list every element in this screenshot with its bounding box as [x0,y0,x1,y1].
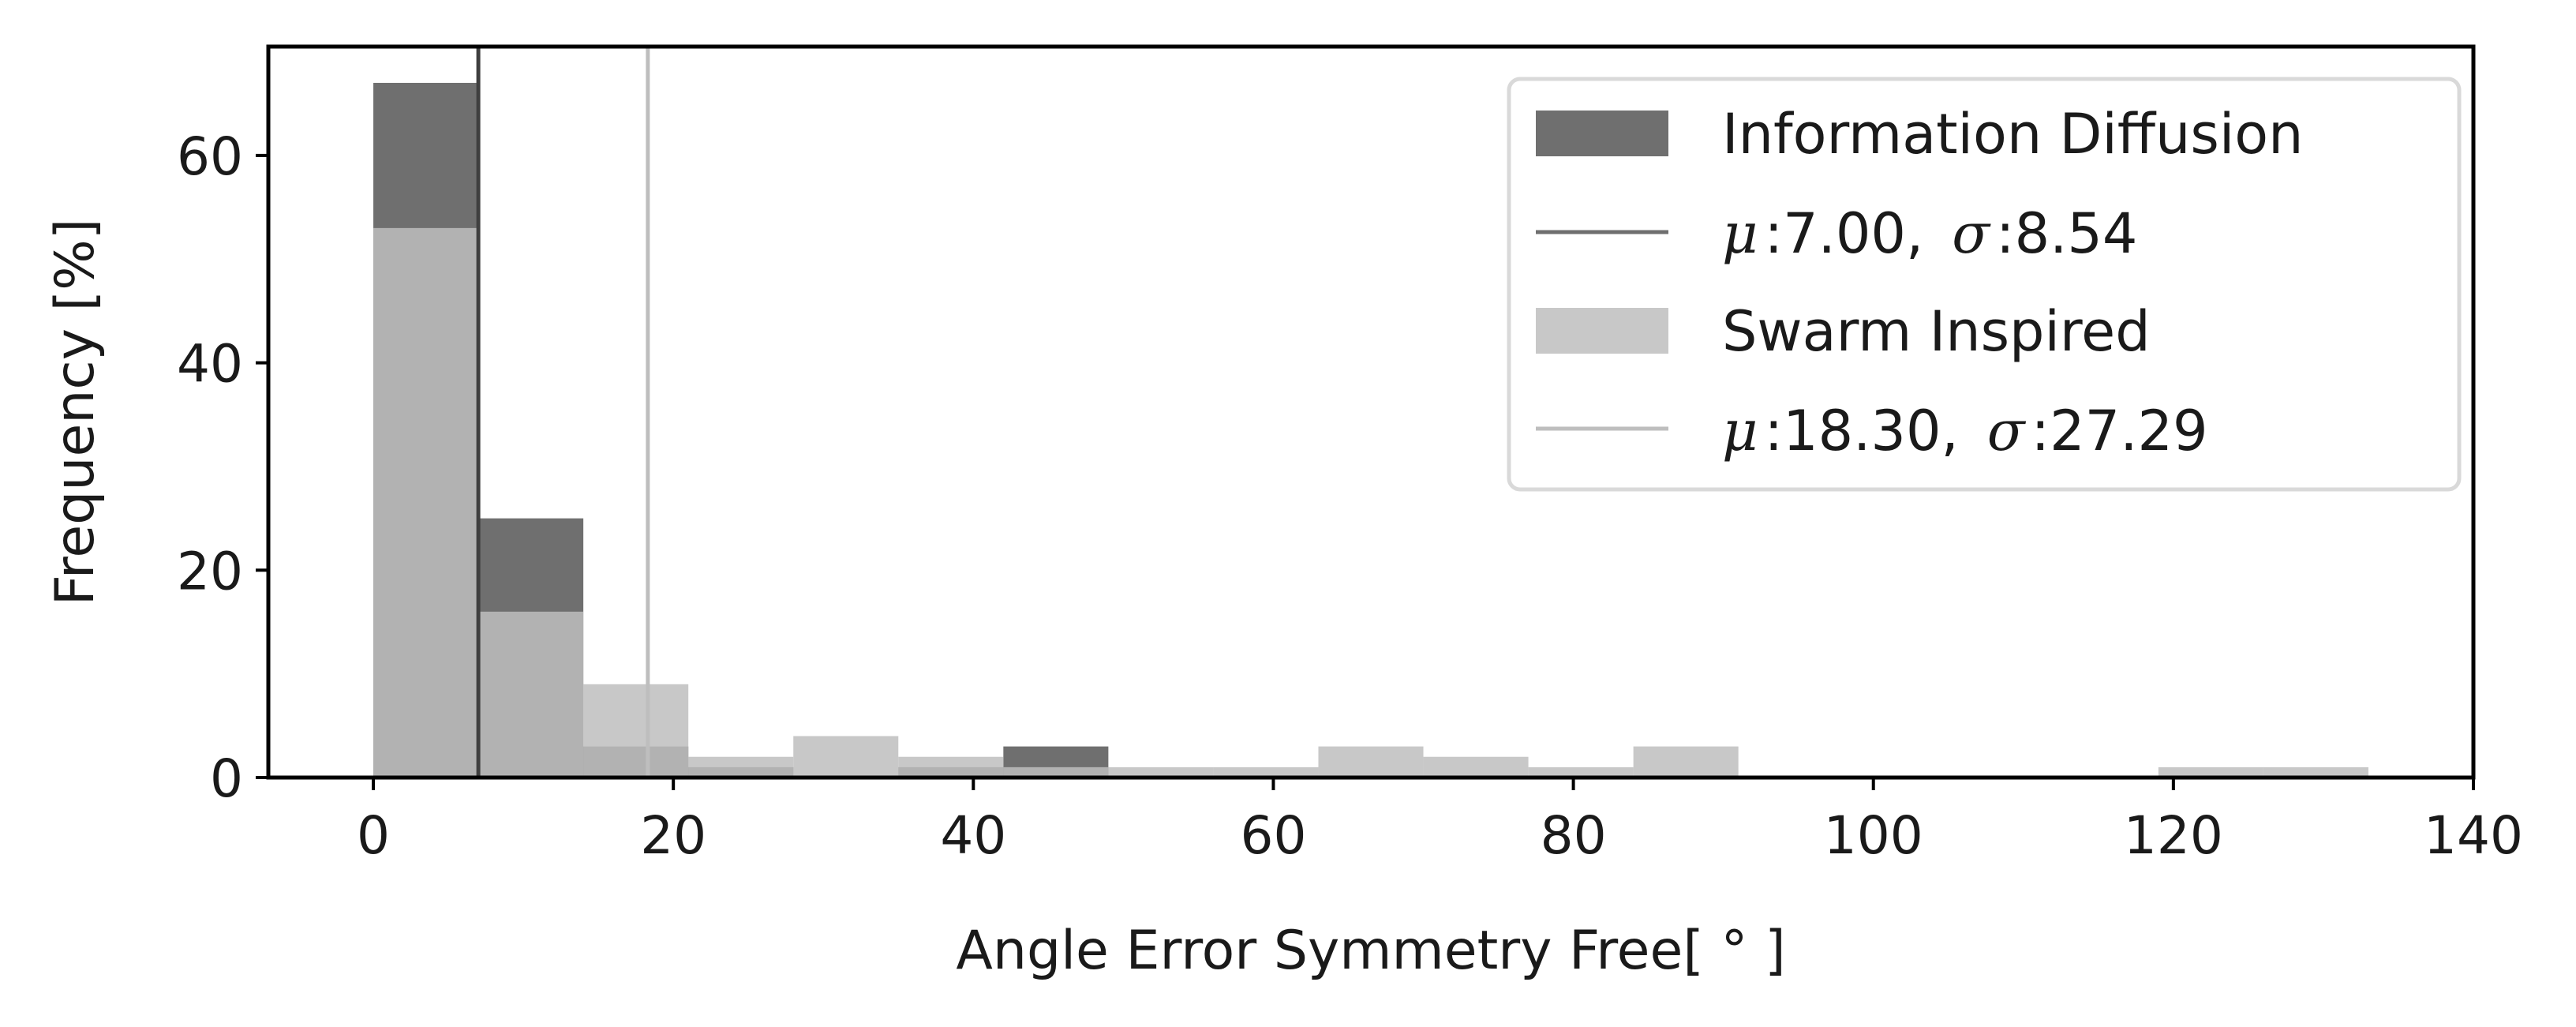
bars-layer [373,82,2368,778]
x-tick-label-40: 40 [940,805,1006,866]
legend-label-swarm-inspired-stats: μ:18.30, σ:27.29 [1722,399,2208,463]
x-tick-label-100: 100 [1824,805,1923,866]
y-axis-label: Frequency [%] [44,219,107,606]
legend-label-information-diffusion: Information Diffusion [1722,102,2304,167]
bar-swarm-inspired-126 [2263,767,2368,778]
x-tick-label-0: 0 [357,805,390,866]
y-tick-label-40: 40 [177,334,243,395]
bar-swarm-inspired-49 [1108,767,1214,778]
bar-swarm-inspired-119 [2158,767,2263,778]
x-tick-label-120: 120 [2124,805,2223,866]
plot-frame [266,44,2476,780]
mean-lines-layer [476,47,650,778]
y-tick-label-20: 20 [177,541,243,602]
y-tick-label-0: 0 [210,748,243,809]
legend-label-information-diffusion-stats: μ:7.00, σ:8.54 [1722,201,2137,266]
y-tick-label-60: 60 [177,126,243,187]
bar-swarm-inspired-56 [1213,767,1319,778]
x-tick-label-60: 60 [1240,805,1306,866]
bar-swarm-inspired-7 [478,611,584,778]
x-axis-ticks: 0 20 40 60 80 100 120 140 [357,778,2523,866]
bar-swarm-inspired-84 [1633,746,1739,778]
legend-box [1507,77,2462,492]
x-tick-label-80: 80 [1541,805,1607,866]
y-axis-ticks: 0 20 40 60 [177,126,268,809]
bar-swarm-inspired-70 [1423,756,1529,778]
legend-label-swarm-inspired: Swarm Inspired [1722,299,2151,364]
bar-swarm-inspired-63 [1318,746,1424,778]
bar-swarm-inspired-0 [373,227,479,778]
bar-swarm-inspired-42 [1003,767,1109,778]
x-tick-label-20: 20 [640,805,706,866]
x-tick-label-140: 140 [2424,805,2523,866]
bar-swarm-inspired-35 [898,756,1004,778]
legend-swatch-swarm-inspired [1536,308,1668,354]
legend: Information Diffusion μ:7.00, σ:8.54 Swar… [1507,77,2462,492]
x-axis-label: Angle Error Symmetry Free[ ° ] [956,920,1785,982]
bar-swarm-inspired-28 [793,736,899,778]
bar-swarm-inspired-77 [1528,767,1634,778]
bar-swarm-inspired-14 [583,684,689,778]
legend-swatch-information-diffusion [1536,111,1668,156]
bar-swarm-inspired-21 [688,756,794,778]
